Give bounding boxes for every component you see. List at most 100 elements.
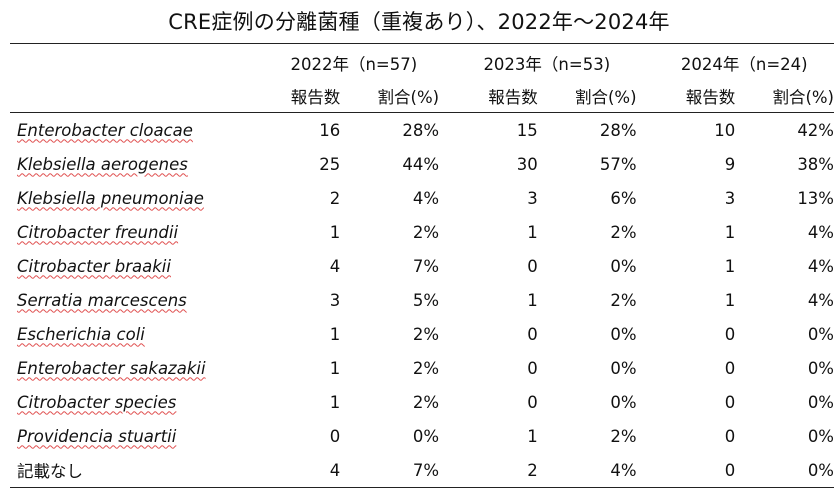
pct-header: 割合(%) <box>735 80 834 113</box>
species-name: Klebsiella aerogenes <box>10 147 249 181</box>
count-cell: 0 <box>724 426 736 446</box>
species-name-text: Klebsiella pneumoniae <box>17 188 204 208</box>
species-name-text: Klebsiella aerogenes <box>17 154 188 174</box>
table-row: Escherichia coli 1 2% 0 0% 0 0% <box>10 317 834 351</box>
count-cell: 0 <box>724 358 736 378</box>
table-row: Klebsiella pneumoniae 2 4% 3 6% 3 13% <box>10 181 834 215</box>
species-name: Enterobacter cloacae <box>10 113 249 148</box>
count-header: 報告数 <box>248 80 341 113</box>
count-header: 報告数 <box>636 80 736 113</box>
year-header-2022: 2022年（n=57) <box>248 43 440 80</box>
pct-cell: 2% <box>412 392 440 412</box>
count-cell: 2 <box>439 453 538 488</box>
page-title: CRE症例の分離菌種（重複あり）、2022年～2024年 <box>168 10 670 34</box>
count-cell: 0 <box>724 392 736 412</box>
table-row: Klebsiella aerogenes 25 44% 30 57% 9 38% <box>10 147 834 181</box>
species-name-text: Enterobacter cloacae <box>17 120 193 140</box>
count-cell: 0 <box>527 358 538 378</box>
count-cell: 15 <box>516 120 538 140</box>
pct-header: 割合(%) <box>537 80 637 113</box>
pct-cell: 2% <box>610 222 637 242</box>
table-row: Enterobacter sakazakii 1 2% 0 0% 0 0% <box>10 351 834 385</box>
species-name: Citrobacter freundii <box>10 215 249 249</box>
pct-cell: 2% <box>610 426 637 446</box>
count-cell: 4 <box>329 256 341 276</box>
pct-cell: 2% <box>412 358 440 378</box>
table-row: 記載なし 4 7% 2 4% 0 0% <box>10 453 834 488</box>
count-cell: 1 <box>329 392 341 412</box>
pct-cell: 0% <box>610 358 637 378</box>
species-name-text: 記載なし <box>17 462 83 481</box>
species-name: Escherichia coli <box>10 317 249 351</box>
count-cell: 3 <box>527 188 538 208</box>
count-cell: 0 <box>527 324 538 344</box>
species-name-text: Citrobacter species <box>17 392 177 412</box>
pct-cell: 4% <box>537 453 637 488</box>
pct-cell: 0% <box>807 324 834 344</box>
year-header-2023: 2023年（n=53) <box>439 43 637 80</box>
count-cell: 9 <box>724 154 736 174</box>
pct-cell: 28% <box>599 120 637 140</box>
pct-cell: 0% <box>412 426 440 446</box>
pct-cell: 42% <box>797 120 834 140</box>
species-name: Serratia marcescens <box>10 283 249 317</box>
count-cell: 0 <box>527 256 538 276</box>
pct-cell: 0% <box>610 392 637 412</box>
count-cell: 1 <box>724 222 736 242</box>
pct-cell: 4% <box>412 188 440 208</box>
pct-cell: 44% <box>402 154 440 174</box>
count-cell: 1 <box>329 222 341 242</box>
species-name-text: Escherichia coli <box>17 324 145 344</box>
table-row: Citrobacter freundii 1 2% 1 2% 1 4% <box>10 215 834 249</box>
species-table: 2022年（n=57) 2023年（n=53) 2024年（n=24) 報告数 … <box>10 43 834 488</box>
count-cell: 3 <box>724 188 736 208</box>
corner-cell <box>10 43 249 80</box>
pct-cell: 0% <box>807 358 834 378</box>
pct-cell: 2% <box>412 324 440 344</box>
count-cell: 1 <box>527 426 538 446</box>
pct-cell: 4% <box>807 222 834 242</box>
pct-cell: 13% <box>797 188 834 208</box>
pct-cell: 0% <box>807 426 834 446</box>
species-name: Citrobacter species <box>10 385 249 419</box>
count-cell: 1 <box>329 324 341 344</box>
count-cell: 25 <box>319 154 341 174</box>
species-name: Enterobacter sakazakii <box>10 351 249 385</box>
pct-cell: 4% <box>807 290 834 310</box>
species-name-text: Serratia marcescens <box>17 290 187 310</box>
count-header: 報告数 <box>439 80 538 113</box>
species-name: Providencia stuartii <box>10 419 249 453</box>
count-cell: 1 <box>724 290 736 310</box>
pct-cell: 6% <box>610 188 637 208</box>
pct-cell: 57% <box>599 154 637 174</box>
year-header-2024: 2024年（n=24) <box>636 43 834 80</box>
count-cell: 0 <box>527 392 538 412</box>
table-row: Enterobacter cloacae 16 28% 15 28% 10 42% <box>10 113 834 148</box>
count-cell: 2 <box>329 188 341 208</box>
species-name-text: Citrobacter braakii <box>17 256 171 276</box>
count-cell: 0 <box>636 453 736 488</box>
count-cell: 0 <box>329 426 341 446</box>
pct-cell: 2% <box>610 290 637 310</box>
pct-cell: 5% <box>412 290 440 310</box>
table-row: Citrobacter braakii 4 7% 0 0% 1 4% <box>10 249 834 283</box>
pct-cell: 4% <box>807 256 834 276</box>
count-cell: 30 <box>516 154 538 174</box>
pct-cell: 38% <box>797 154 834 174</box>
pct-cell: 0% <box>735 453 834 488</box>
table-row: Serratia marcescens 3 5% 1 2% 1 4% <box>10 283 834 317</box>
sub-header-row: 報告数 割合(%) 報告数 割合(%) 報告数 割合(%) <box>10 80 834 113</box>
pct-header: 割合(%) <box>340 80 440 113</box>
count-cell: 0 <box>724 324 736 344</box>
count-cell: 10 <box>714 120 736 140</box>
count-cell: 16 <box>319 120 341 140</box>
species-name-text: Citrobacter freundii <box>17 222 179 242</box>
pct-cell: 7% <box>340 453 440 488</box>
pct-cell: 0% <box>610 256 637 276</box>
pct-cell: 7% <box>412 256 440 276</box>
year-header-row: 2022年（n=57) 2023年（n=53) 2024年（n=24) <box>10 43 834 80</box>
table-row: Citrobacter species 1 2% 0 0% 0 0% <box>10 385 834 419</box>
count-cell: 1 <box>527 290 538 310</box>
pct-cell: 2% <box>412 222 440 242</box>
pct-cell: 0% <box>610 324 637 344</box>
